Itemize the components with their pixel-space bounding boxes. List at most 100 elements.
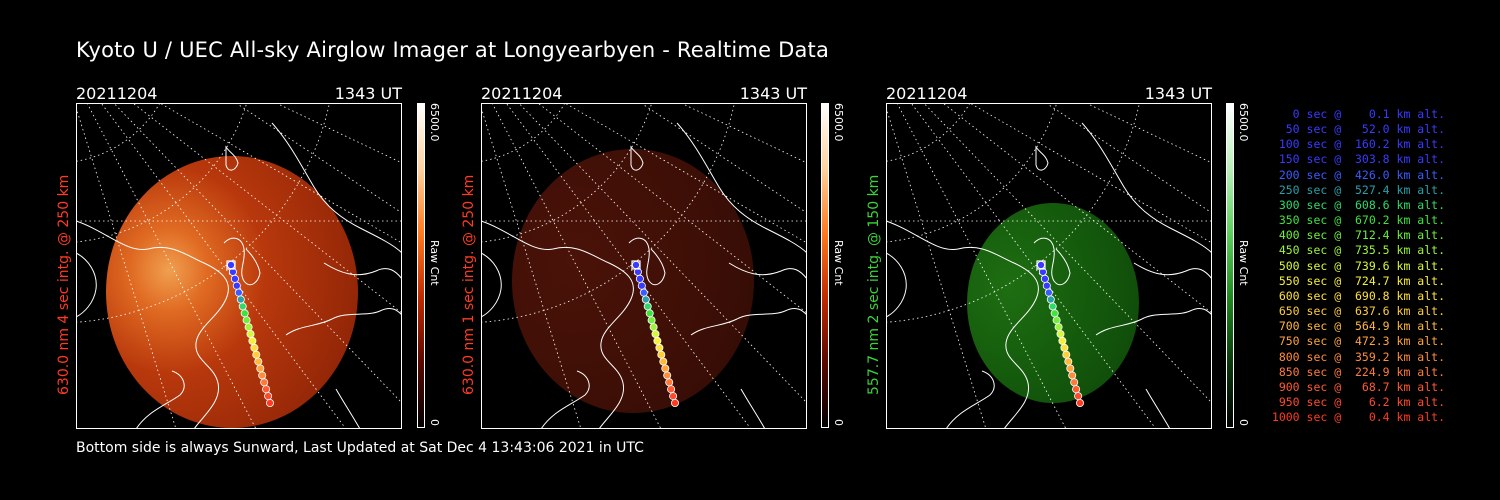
- legend-row: 650 sec @ 637.6 km alt.: [1278, 304, 1445, 319]
- trajectory-point: [254, 357, 263, 366]
- trajectory-point: [230, 274, 239, 283]
- legend-row: 100 sec @ 160.2 km alt.: [1278, 137, 1445, 152]
- colorbar-2-min: 0: [832, 419, 845, 426]
- trajectory-point: [1075, 398, 1084, 407]
- allsky-map: [180, 0, 808, 430]
- legend-row: 450 sec @ 735.5 km alt.: [1278, 243, 1445, 258]
- colorbar-1-max: 6500.0: [428, 103, 441, 142]
- image-panel-2: 20211204 1343 UT: [180, 0, 821, 434]
- coastline: [75, 122, 403, 430]
- trajectory-point: [653, 336, 662, 345]
- sky-image-area: [106, 156, 358, 428]
- trajectory-point: [1046, 295, 1055, 304]
- trajectory-point: [649, 323, 658, 332]
- legend-row: 800 sec @ 359.2 km alt.: [1278, 349, 1445, 364]
- trajectory-point: [1056, 329, 1065, 338]
- footer-note: Bottom side is always Sunward, Last Upda…: [76, 440, 644, 456]
- colorbar-1-unit: Raw Cnt: [428, 240, 441, 286]
- trajectory-point: [1066, 364, 1075, 373]
- trajectory-point: [1072, 385, 1081, 394]
- colorbar-2-unit: Raw Cnt: [832, 240, 845, 286]
- colorbar-1: [417, 103, 425, 428]
- legend-row: 250 sec @ 527.4 km alt.: [1278, 182, 1445, 197]
- allsky-image: [585, 0, 1213, 430]
- colorbar-3-unit: Raw Cnt: [1237, 240, 1250, 286]
- trajectory-track: [226, 260, 274, 407]
- trajectory-point: [647, 316, 656, 325]
- page-title: Kyoto U / UEC All-sky Airglow Imager at …: [76, 38, 830, 62]
- trajectory-point: [256, 364, 265, 373]
- trajectory-point: [1068, 371, 1077, 380]
- sky-image-area: [512, 149, 754, 413]
- trajectory-point: [641, 295, 650, 304]
- colorbar-3-min: 0: [1237, 419, 1250, 426]
- legend-row: 500 sec @ 739.6 km alt.: [1278, 258, 1445, 273]
- legend-row: 600 sec @ 690.8 km alt.: [1278, 288, 1445, 303]
- trajectory-point: [1052, 316, 1061, 325]
- trajectory-point: [264, 392, 273, 401]
- trajectory-point: [669, 392, 678, 401]
- legend-row: 750 sec @ 472.3 km alt.: [1278, 334, 1445, 349]
- legend-row: 950 sec @ 6.2 km alt.: [1278, 394, 1445, 409]
- panel-date: 20211204: [481, 84, 563, 103]
- trajectory-point: [1036, 260, 1045, 269]
- trajectory-point: [240, 309, 249, 318]
- station-marker: [226, 260, 236, 270]
- panel-3-ylabel: 557.7 nm 2 sec intg. @ 150 km: [866, 174, 882, 395]
- legend-row: 900 sec @ 68.7 km alt.: [1278, 379, 1445, 394]
- trajectory-point: [667, 385, 676, 394]
- panel-time: 1343 UT: [334, 84, 402, 103]
- image-panel-1: 20211204 1343 UT: [0, 0, 416, 434]
- allsky-map: [0, 0, 403, 430]
- trajectory-point: [665, 378, 674, 387]
- legend-row: 400 sec @ 712.4 km alt.: [1278, 228, 1445, 243]
- trajectory-point: [226, 260, 235, 269]
- allsky-image: [180, 0, 808, 430]
- trajectory-point: [258, 371, 267, 380]
- legend-row: 850 sec @ 224.9 km alt.: [1278, 364, 1445, 379]
- station-marker: [631, 260, 641, 270]
- trajectory-point: [238, 302, 247, 311]
- legend-row: 350 sec @ 670.2 km alt.: [1278, 213, 1445, 228]
- station-marker: [1036, 260, 1046, 270]
- trajectory-point: [661, 364, 670, 373]
- trajectory-point: [1070, 378, 1079, 387]
- legend-row: 550 sec @ 724.7 km alt.: [1278, 273, 1445, 288]
- coastline: [885, 122, 1213, 430]
- trajectory-point: [651, 329, 660, 338]
- panel-date: 20211204: [76, 84, 158, 103]
- trajectory-point: [645, 309, 654, 318]
- legend-row: 300 sec @ 608.6 km alt.: [1278, 197, 1445, 212]
- panel-time: 1343 UT: [739, 84, 807, 103]
- trajectory-point: [670, 398, 679, 407]
- image-panel-3: 20211204 1343 UT: [585, 0, 1226, 434]
- colorbar-2-max: 6500.0: [832, 103, 845, 142]
- trajectory-point: [643, 302, 652, 311]
- trajectory-point: [655, 343, 664, 352]
- trajectory-point: [639, 288, 648, 297]
- legend-row: 200 sec @ 426.0 km alt.: [1278, 167, 1445, 182]
- colorbar-1-min: 0: [428, 419, 441, 426]
- trajectory-point: [1054, 323, 1063, 332]
- trajectory-point: [252, 350, 261, 359]
- colorbar-2: [821, 103, 829, 428]
- trajectory-point: [234, 288, 243, 297]
- trajectory-track: [1036, 260, 1084, 407]
- colorbar-3: [1226, 103, 1234, 428]
- legend-row: 0 sec @ 0.1 km alt.: [1292, 107, 1445, 121]
- trajectory-point: [250, 343, 259, 352]
- trajectory-track: [631, 260, 679, 407]
- trajectory-point: [659, 357, 668, 366]
- trajectory-point: [232, 281, 241, 290]
- trajectory-legend: 0 sec @ 0.1 km alt. 50 sec @ 52.0 km alt…: [1255, 107, 1445, 425]
- trajectory-point: [242, 316, 251, 325]
- trajectory-point: [637, 281, 646, 290]
- trajectory-point: [1044, 288, 1053, 297]
- trajectory-point: [1060, 343, 1069, 352]
- coastline: [480, 122, 808, 430]
- trajectory-point: [1050, 309, 1059, 318]
- panel-date: 20211204: [886, 84, 968, 103]
- trajectory-point: [265, 398, 274, 407]
- trajectory-point: [1048, 302, 1057, 311]
- panel-time: 1343 UT: [1144, 84, 1212, 103]
